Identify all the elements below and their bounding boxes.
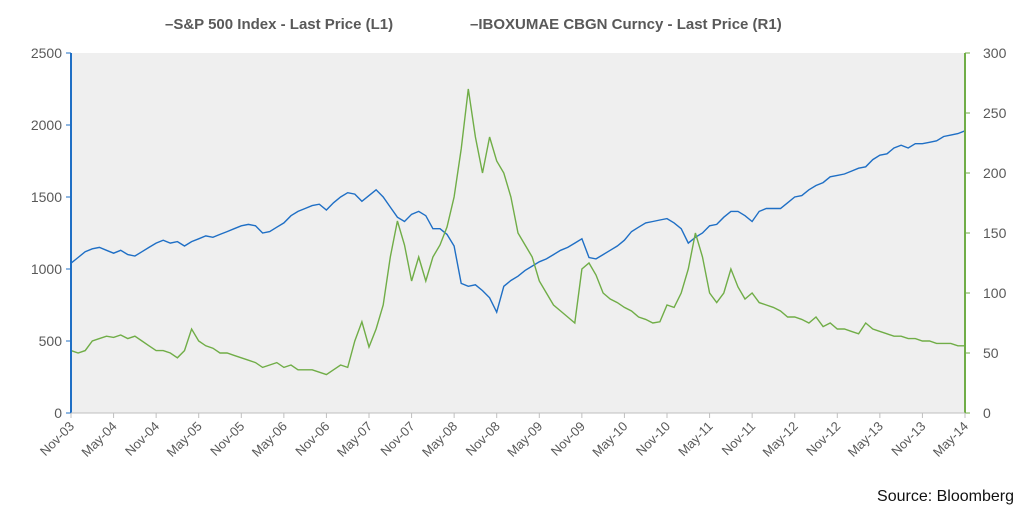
right-axis-tick-labels: 0 50 100 150 200 250 300 bbox=[965, 45, 1007, 421]
sp500-series-line bbox=[70, 130, 966, 315]
left-axis-tick-labels: 0 500 1000 1500 2000 2500 bbox=[31, 45, 71, 421]
x-axis-tick-label: Nov-06 bbox=[292, 419, 332, 459]
x-axis-tick-label: Nov-10 bbox=[633, 419, 673, 459]
right-axis-tick-label: 150 bbox=[983, 225, 1007, 241]
iboxumae-series-line bbox=[70, 88, 965, 376]
x-axis-tick-label: Nov-04 bbox=[122, 419, 162, 459]
right-axis-tick-label: 0 bbox=[983, 405, 991, 421]
x-axis-tick-label: May-05 bbox=[164, 419, 205, 460]
right-axis-tick-label: 50 bbox=[983, 345, 999, 361]
legend: –S&P 500 Index - Last Price (L1) –IBOXUM… bbox=[165, 16, 782, 33]
source-caption: Source: Bloomberg bbox=[877, 488, 1014, 505]
x-axis-tick-label: May-10 bbox=[589, 419, 630, 460]
x-axis-tick-label: Nov-05 bbox=[207, 419, 247, 459]
x-axis-tick-label: Nov-11 bbox=[719, 419, 759, 459]
left-axis-tick-label: 500 bbox=[39, 333, 63, 349]
legend-sp500: –S&P 500 Index - Last Price (L1) bbox=[165, 16, 393, 33]
left-axis-tick-label: 1500 bbox=[31, 189, 62, 205]
x-axis-tick-label: Nov-03 bbox=[37, 419, 77, 459]
right-axis-tick-label: 200 bbox=[983, 165, 1007, 181]
x-axis-tick-label: May-09 bbox=[504, 419, 545, 460]
left-axis-tick-label: 1000 bbox=[31, 261, 62, 277]
right-axis-tick-label: 250 bbox=[983, 105, 1007, 121]
x-axis-tick-label: May-07 bbox=[334, 419, 375, 460]
x-axis-tick-label: May-04 bbox=[78, 419, 119, 460]
left-axis-tick-label: 2500 bbox=[31, 45, 62, 61]
x-axis-tick-label: Nov-13 bbox=[888, 419, 928, 459]
right-axis-tick-label: 300 bbox=[983, 45, 1007, 61]
left-axis-tick-label: 2000 bbox=[31, 117, 62, 133]
x-axis-tick-labels: Nov-03 May-04 Nov-04 May-05 Nov-05 May-06 Nov-… bbox=[37, 413, 971, 460]
x-axis-tick-label: May-13 bbox=[845, 419, 886, 460]
x-axis-tick-label: May-11 bbox=[675, 419, 716, 460]
left-axis-tick-label: 0 bbox=[54, 405, 62, 421]
x-axis-tick-label: Nov-08 bbox=[463, 419, 503, 459]
x-axis-tick-label: May-14 bbox=[930, 419, 971, 460]
x-axis-tick-label: Nov-07 bbox=[377, 419, 417, 459]
right-axis-tick-label: 100 bbox=[983, 285, 1007, 301]
x-axis-tick-label: May-06 bbox=[249, 419, 290, 460]
x-axis-tick-label: May-08 bbox=[419, 419, 460, 460]
x-axis-tick-label: Nov-12 bbox=[803, 419, 843, 459]
legend-iboxumae: –IBOXUMAE CBGN Curncy - Last Price (R1) bbox=[470, 16, 782, 33]
x-axis-tick-label: Nov-09 bbox=[548, 419, 588, 459]
x-axis-tick-label: May-12 bbox=[760, 419, 801, 460]
